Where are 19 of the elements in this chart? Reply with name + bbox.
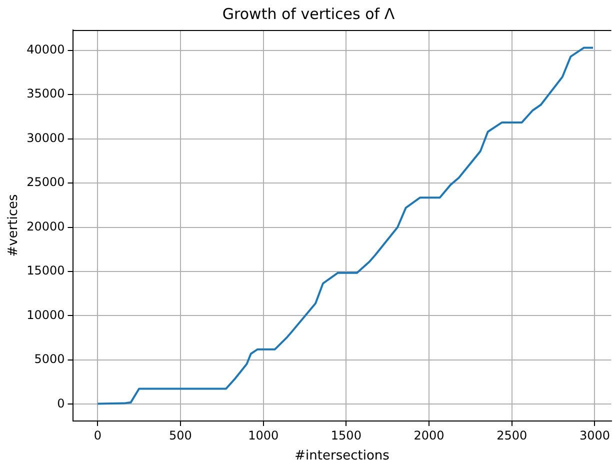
x-axis-title: #intersections <box>294 448 390 464</box>
y-tick-label: 10000 <box>26 308 65 322</box>
y-tick-label: 5000 <box>34 352 65 366</box>
y-axis-title: #vertices <box>6 194 22 257</box>
y-tick-label: 25000 <box>26 175 65 190</box>
y-tick-label: 0 <box>57 396 65 410</box>
x-tick-label: 0 <box>94 428 102 442</box>
y-tick-label: 15000 <box>26 264 65 278</box>
x-tick-label: 1500 <box>330 428 362 442</box>
x-tick-label: 2000 <box>414 428 444 442</box>
x-tick-label: 500 <box>169 428 192 442</box>
y-tick-label: 40000 <box>26 42 65 56</box>
x-tick-label: 2500 <box>496 428 528 442</box>
y-tick-label: 20000 <box>26 219 65 234</box>
chart-title: Growth of vertices of Λ <box>222 4 396 23</box>
x-tick-label: 1000 <box>248 428 279 442</box>
y-tick-label: 30000 <box>26 130 65 145</box>
x-tick-label: 3000 <box>579 428 610 442</box>
y-tick-label: 35000 <box>26 86 65 101</box>
